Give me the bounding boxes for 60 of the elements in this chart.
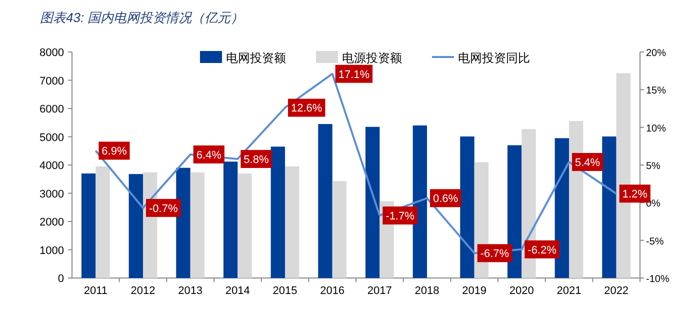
y2-tick-label: 20%	[646, 48, 666, 59]
data-label: 6.4%	[196, 149, 222, 162]
data-label: -1.7%	[386, 210, 415, 222]
bar	[365, 126, 380, 278]
bar	[96, 166, 110, 278]
bar	[190, 172, 205, 278]
data-label: -6.7%	[480, 248, 510, 260]
y2-tick-label: -5%	[646, 236, 664, 248]
legend-label: 电网投资额	[226, 51, 286, 65]
bar	[460, 136, 474, 278]
y-tick-label: 1000	[40, 244, 64, 257]
bar	[176, 168, 190, 278]
y-tick-label: 0	[58, 273, 64, 285]
x-tick-label: 2012	[130, 285, 156, 297]
data-label: 6.9%	[102, 146, 127, 158]
y-tick-label: 7000	[40, 75, 64, 88]
bar	[318, 124, 332, 278]
y-tick-label: 5000	[40, 132, 64, 144]
y-tick-label: 2000	[40, 216, 64, 228]
x-tick-label: 2022	[604, 285, 629, 297]
data-label: 1.2%	[622, 188, 648, 201]
bar	[285, 166, 300, 278]
x-tick-label: 2020	[509, 285, 534, 297]
bar	[81, 173, 96, 278]
x-tick-label: 2018	[414, 285, 440, 297]
x-tick-label: 2013	[178, 285, 203, 297]
y2-tick-label: 15%	[646, 86, 666, 97]
y2-tick-label: 5%	[646, 161, 661, 172]
y2-tick-label: -10%	[646, 274, 670, 285]
data-label: 5.4%	[575, 156, 600, 169]
legend-label: 电网投资同比	[458, 51, 530, 65]
data-label: 12.6%	[291, 102, 322, 115]
data-label: 0.6%	[433, 193, 458, 206]
data-label: 17.1%	[338, 68, 370, 81]
bar	[238, 173, 252, 278]
x-tick-label: 2011	[84, 285, 108, 297]
data-label: 5.8%	[244, 154, 269, 166]
y-tick-label: 6000	[40, 104, 64, 116]
x-tick-label: 2021	[556, 285, 582, 297]
x-tick-label: 2017	[367, 285, 392, 297]
x-tick-label: 2019	[462, 285, 487, 297]
bar	[332, 181, 347, 278]
bar	[223, 162, 238, 278]
chart-title: 图表43: 国内电网投资情况（亿元）	[40, 10, 244, 25]
bar	[412, 125, 427, 278]
bar	[554, 138, 569, 278]
data-label: -6.2%	[528, 244, 557, 256]
y2-tick-label: 10%	[646, 123, 666, 134]
bar	[270, 146, 285, 278]
x-tick-label: 2016	[320, 285, 345, 297]
bar	[507, 145, 522, 278]
x-tick-label: 2014	[225, 285, 250, 297]
y-tick-label: 3000	[40, 188, 64, 200]
legend-label: 电源投资额	[342, 51, 402, 65]
y-tick-label: 4000	[40, 160, 64, 172]
x-tick-label: 2015	[272, 285, 298, 297]
bar	[602, 136, 616, 278]
bar	[128, 174, 143, 278]
data-label: -0.7%	[149, 202, 178, 215]
y-tick-label: 8000	[40, 47, 64, 59]
